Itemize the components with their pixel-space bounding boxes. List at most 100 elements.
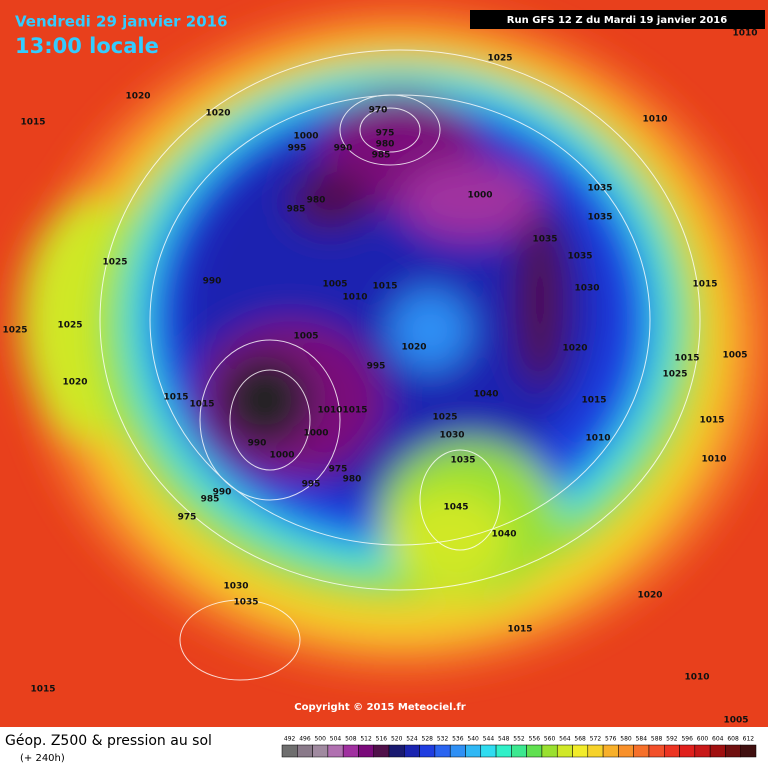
scale-swatch — [388, 744, 405, 758]
isobar-label: 1025 — [432, 413, 457, 423]
scale-swatch — [709, 744, 726, 758]
isobar-label: 1035 — [587, 184, 612, 194]
isobar-label: 1010 — [585, 434, 610, 444]
scale-swatch — [419, 744, 436, 758]
scale-swatch — [694, 744, 711, 758]
isobar-label: 1015 — [20, 118, 45, 128]
isobar-label: 1010 — [642, 115, 667, 125]
scale-label: 576 — [605, 736, 617, 743]
scale-label: 500 — [314, 736, 326, 743]
isobar-label: 980 — [376, 140, 395, 150]
isobar-label: 1020 — [637, 591, 662, 601]
isobar-label: 1025 — [102, 258, 127, 268]
isobar-label: 1015 — [692, 280, 717, 290]
isobar-label: 1005 — [322, 280, 347, 290]
isobar-label: 1020 — [562, 344, 587, 354]
scale-label: 580 — [620, 736, 632, 743]
isobar-label: 975 — [329, 465, 348, 475]
scale-label: 600 — [697, 736, 709, 743]
isobar-label: 1040 — [491, 530, 516, 540]
isobar-label: 985 — [372, 151, 391, 161]
isobar-label: 995 — [288, 144, 307, 154]
scale-swatch — [342, 744, 359, 758]
scale-label: 564 — [559, 736, 571, 743]
isobar-label: 1000 — [269, 451, 294, 461]
scale-swatch — [373, 744, 390, 758]
scale-label: 524 — [406, 736, 418, 743]
isobar-label: 1020 — [62, 378, 87, 388]
isobar-label: 1000 — [303, 429, 328, 439]
isobar-label: 1010 — [701, 455, 726, 465]
isobar-label: 1015 — [30, 685, 55, 695]
scale-label: 492 — [284, 736, 296, 743]
scale-swatch — [572, 744, 589, 758]
isobar-label: 1035 — [450, 456, 475, 466]
isobar-label: 1015 — [163, 393, 188, 403]
isobar-label: 1025 — [487, 54, 512, 64]
isobar-label: 1030 — [223, 582, 248, 592]
scale-label: 572 — [590, 736, 602, 743]
isobar-label: 1025 — [2, 326, 27, 336]
isobar-label: 1010 — [684, 673, 709, 683]
scale-swatch — [327, 744, 344, 758]
scale-label: 512 — [360, 736, 372, 743]
scale-label: 520 — [391, 736, 403, 743]
isobar-label: 1040 — [473, 390, 498, 400]
scale-swatch — [465, 744, 482, 758]
isobar-label: 1035 — [233, 598, 258, 608]
scale-swatch — [618, 744, 634, 758]
scale-swatch — [602, 744, 619, 758]
scale-swatch — [633, 744, 650, 758]
scale-label: 504 — [330, 736, 342, 743]
scale-swatch — [358, 744, 374, 758]
scale-swatch — [480, 744, 497, 758]
scale-label: 608 — [727, 736, 739, 743]
isobar-label: 1010 — [317, 406, 342, 416]
isobar-label: 1010 — [342, 293, 367, 303]
isobar-label: 1015 — [372, 282, 397, 292]
scale-label: 592 — [666, 736, 678, 743]
date-label: Vendredi 29 janvier 2016 — [15, 13, 228, 31]
isobar-label: 1030 — [439, 431, 464, 441]
isobar-label: 1015 — [342, 406, 367, 416]
scale-swatch — [404, 744, 420, 758]
isobar-label: 1035 — [587, 213, 612, 223]
isobar-label: 1000 — [293, 132, 318, 142]
scale-swatch — [281, 744, 298, 758]
isobar-label: 980 — [307, 196, 326, 206]
scale-label: 548 — [498, 736, 510, 743]
scale-swatch — [511, 744, 527, 758]
scale-swatch — [526, 744, 543, 758]
isobar-label: 1020 — [125, 92, 150, 102]
scale-label: 528 — [422, 736, 434, 743]
scale-swatch — [740, 744, 757, 758]
isobar-label: 1005 — [722, 351, 747, 361]
isobar-label: 1035 — [532, 235, 557, 245]
isobar-label: 980 — [343, 475, 362, 485]
run-label: Run GFS 12 Z du Mardi 19 janvier 2016 — [507, 15, 727, 26]
isobar-label: 975 — [178, 513, 197, 523]
isobar-label: 1000 — [467, 191, 492, 201]
scale-label: 544 — [483, 736, 495, 743]
scale-label: 596 — [681, 736, 693, 743]
isobar-label: 1030 — [574, 284, 599, 294]
isobar-label: 1015 — [581, 396, 606, 406]
isobar-label: 1025 — [57, 321, 82, 331]
isobar-label: 990 — [203, 277, 222, 287]
isobar-label: 1005 — [723, 716, 748, 726]
scale-swatch — [648, 744, 665, 758]
scale-swatch — [587, 744, 604, 758]
isobar-label: 1010 — [732, 29, 757, 39]
scale-label: 496 — [299, 736, 311, 743]
isobar-label: 1020 — [401, 343, 426, 353]
isobar-label: 1015 — [699, 416, 724, 426]
scale-swatch — [725, 744, 741, 758]
scale-swatch — [495, 744, 512, 758]
scale-label: 536 — [452, 736, 464, 743]
scale-label: 568 — [574, 736, 586, 743]
color-scale: 492 496 500 504 508 512 516 520 524 528 532 536 540 5… — [281, 736, 757, 758]
scale-label: 540 — [467, 736, 479, 743]
